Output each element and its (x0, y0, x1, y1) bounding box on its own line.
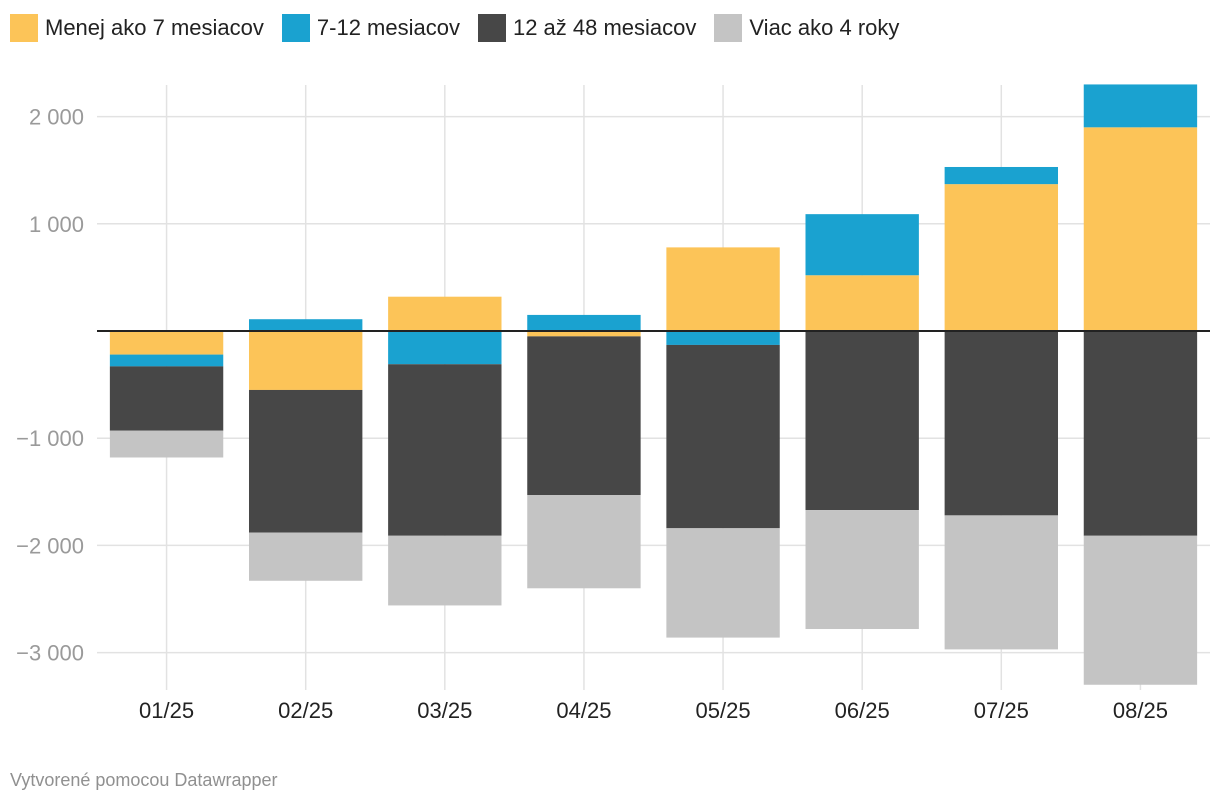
bar-segment (527, 495, 641, 589)
chart-legend: Menej ako 7 mesiacov 7-12 mesiacov 12 až 4… (10, 12, 917, 44)
bar-segment (1083, 331, 1198, 536)
legend-swatch (477, 14, 506, 42)
bar-segment (944, 331, 1059, 516)
bar-segment (805, 510, 919, 630)
bar-segment (388, 331, 502, 365)
bar-segment (109, 366, 224, 431)
legend-swatch (10, 14, 38, 42)
y-tick-label: −2 000 (16, 533, 84, 558)
bar-segment (805, 214, 919, 276)
bar-segment (1083, 127, 1198, 331)
legend-item: 12 až 48 mesiacov (477, 14, 697, 42)
legend-label: 12 až 48 mesiacov (512, 15, 697, 40)
bar-segment (666, 528, 780, 638)
bar-segment (109, 331, 224, 355)
bar-segment (388, 296, 502, 331)
bar-segment (1083, 84, 1198, 128)
x-tick-label: 05/25 (696, 698, 751, 723)
x-tick-label: 03/25 (417, 698, 472, 723)
y-tick-label: 1 000 (29, 212, 84, 237)
legend-swatch (714, 14, 743, 42)
bar-segment (944, 515, 1059, 650)
y-tick-label: 2 000 (29, 105, 84, 130)
bar-segment (527, 331, 641, 337)
y-tick-label: −3 000 (16, 641, 84, 666)
x-tick-label: 08/25 (1113, 698, 1168, 723)
bar-segment (527, 336, 641, 496)
x-tick-label: 02/25 (278, 698, 333, 723)
legend-label: 7-12 mesiacov (316, 15, 460, 40)
bar-segment (805, 275, 919, 331)
y-tick-label: −1 000 (16, 426, 84, 451)
bar-segment (527, 314, 641, 331)
x-tick-label: 04/25 (556, 698, 611, 723)
bar-segment (666, 247, 780, 331)
bar-segment (944, 166, 1059, 185)
bar-segment (109, 354, 224, 367)
bar-segment (248, 532, 363, 581)
bar-segment (248, 319, 363, 331)
bar-segment (109, 430, 224, 458)
legend-label: Menej ako 7 mesiacov (45, 15, 264, 40)
bar-segment (805, 331, 919, 511)
bar-segment (388, 535, 502, 606)
bar-segment (666, 344, 780, 529)
x-tick-label: 06/25 (835, 698, 890, 723)
bar-segment (248, 331, 363, 390)
legend-item: Viac ako 4 roky (714, 14, 899, 42)
bar-segment (944, 184, 1059, 331)
x-tick-label: 07/25 (974, 698, 1029, 723)
legend-item: 7-12 mesiacov (281, 14, 460, 42)
datawrapper-credit: Vytvorené pomocou Datawrapper (10, 770, 278, 790)
legend-swatch (281, 14, 310, 42)
x-tick-label: 01/25 (139, 698, 194, 723)
bar-segment (1083, 535, 1198, 685)
legend-item: Menej ako 7 mesiacov (10, 14, 264, 42)
legend-label: Viac ako 4 roky (749, 15, 900, 40)
bar-segment (388, 364, 502, 536)
bar-segment (248, 389, 363, 533)
bar-segment (666, 331, 780, 345)
